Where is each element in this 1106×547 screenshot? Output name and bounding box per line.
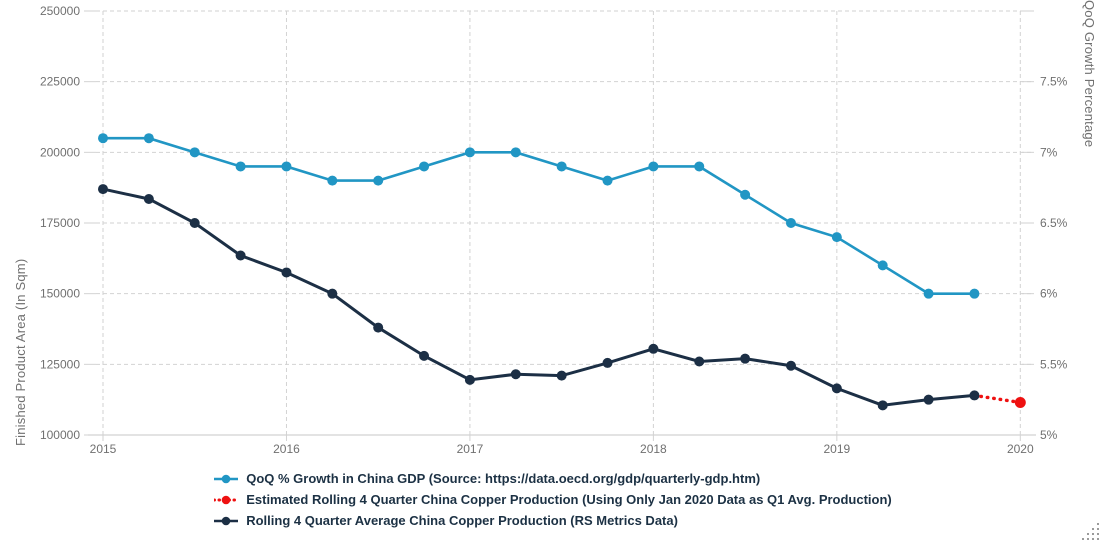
x-axis-tick-label: 2015 <box>90 442 117 456</box>
data-point[interactable] <box>373 175 384 186</box>
x-axis-tick-label: 2019 <box>823 442 850 456</box>
right-axis-tick-label: 6.5% <box>1040 216 1068 230</box>
data-point[interactable] <box>510 147 521 158</box>
data-point[interactable] <box>419 350 430 361</box>
legend-label: QoQ % Growth in China GDP (Source: https… <box>246 471 761 486</box>
data-point[interactable] <box>877 400 888 411</box>
legend-item[interactable]: Estimated Rolling 4 Quarter China Copper… <box>214 492 892 507</box>
left-axis-tick-label: 100000 <box>40 428 80 442</box>
data-point[interactable] <box>602 175 613 186</box>
legend-marker-icon <box>214 495 239 504</box>
resize-grip-icon[interactable] <box>1082 523 1102 543</box>
data-point[interactable] <box>281 267 292 278</box>
data-point[interactable] <box>464 147 475 158</box>
gridlines: 250000 225000 200000 175000 150000 125000 1000… <box>40 4 1068 456</box>
data-point[interactable] <box>510 369 521 380</box>
legend-marker-icon <box>214 516 239 525</box>
left-axis-tick-label: 150000 <box>40 287 80 301</box>
data-point[interactable] <box>694 161 705 172</box>
data-point[interactable] <box>98 133 108 144</box>
data-point[interactable] <box>877 260 888 271</box>
data-point[interactable] <box>143 193 154 204</box>
data-point[interactable] <box>189 147 200 158</box>
data-point[interactable] <box>831 383 842 394</box>
right-axis-tick-label: 5% <box>1040 428 1058 442</box>
x-axis-tick-label: 2017 <box>457 442 484 456</box>
data-point[interactable] <box>740 353 751 364</box>
series-line-0[interactable] <box>98 133 980 299</box>
data-point[interactable] <box>556 161 567 172</box>
data-point[interactable] <box>785 360 796 371</box>
right-axis-tick-label: 7% <box>1040 145 1058 159</box>
data-point[interactable] <box>464 374 475 385</box>
data-point[interactable] <box>556 370 567 381</box>
x-axis-tick-label: 2018 <box>640 442 667 456</box>
data-point[interactable] <box>143 133 154 144</box>
data-point[interactable] <box>740 189 751 200</box>
data-point[interactable] <box>969 390 980 401</box>
right-axis-tick-label: 5.5% <box>1040 357 1068 371</box>
data-point[interactable] <box>281 161 292 172</box>
data-point[interactable] <box>969 288 980 299</box>
data-point[interactable] <box>327 288 338 299</box>
data-point[interactable] <box>327 175 338 186</box>
data-point[interactable] <box>373 322 384 333</box>
left-axis-tick-label: 125000 <box>40 357 80 371</box>
data-point[interactable] <box>831 232 842 243</box>
x-axis-tick-label: 2020 <box>1007 442 1034 456</box>
data-point[interactable] <box>694 356 705 367</box>
x-axis-tick-label: 2016 <box>273 442 300 456</box>
data-point[interactable] <box>923 394 934 405</box>
right-axis-tick-label: 7.5% <box>1040 75 1068 89</box>
legend-item[interactable]: Rolling 4 Quarter Average China Copper P… <box>214 513 892 528</box>
legend-label: Estimated Rolling 4 Quarter China Copper… <box>246 492 892 507</box>
left-axis-tick-label: 200000 <box>40 145 80 159</box>
data-point[interactable] <box>785 218 796 228</box>
right-axis-title: QoQ Growth Percentage <box>1082 0 1097 148</box>
data-point[interactable] <box>648 343 659 354</box>
left-axis-tick-label: 250000 <box>40 4 80 18</box>
data-point[interactable] <box>923 288 934 299</box>
left-axis-tick-label: 225000 <box>40 75 80 89</box>
data-point[interactable] <box>235 161 246 172</box>
legend-label: Rolling 4 Quarter Average China Copper P… <box>246 513 678 528</box>
left-axis-tick-label: 175000 <box>40 216 80 230</box>
data-point[interactable] <box>189 218 200 228</box>
series-line-1[interactable] <box>972 393 1026 408</box>
right-axis-tick-label: 6% <box>1040 287 1058 301</box>
data-point[interactable] <box>419 161 430 172</box>
legend: QoQ % Growth in China GDP (Source: https… <box>0 471 1106 528</box>
data-point[interactable] <box>602 357 613 368</box>
legend-marker-icon <box>214 474 239 483</box>
series-line-2[interactable] <box>98 184 980 411</box>
data-point[interactable] <box>1014 396 1026 408</box>
data-point[interactable] <box>235 250 246 261</box>
data-point[interactable] <box>648 161 659 172</box>
data-point[interactable] <box>98 184 108 195</box>
left-axis-title: Finished Product Area (In Sqm) <box>13 258 28 446</box>
legend-item[interactable]: QoQ % Growth in China GDP (Source: https… <box>214 471 892 486</box>
